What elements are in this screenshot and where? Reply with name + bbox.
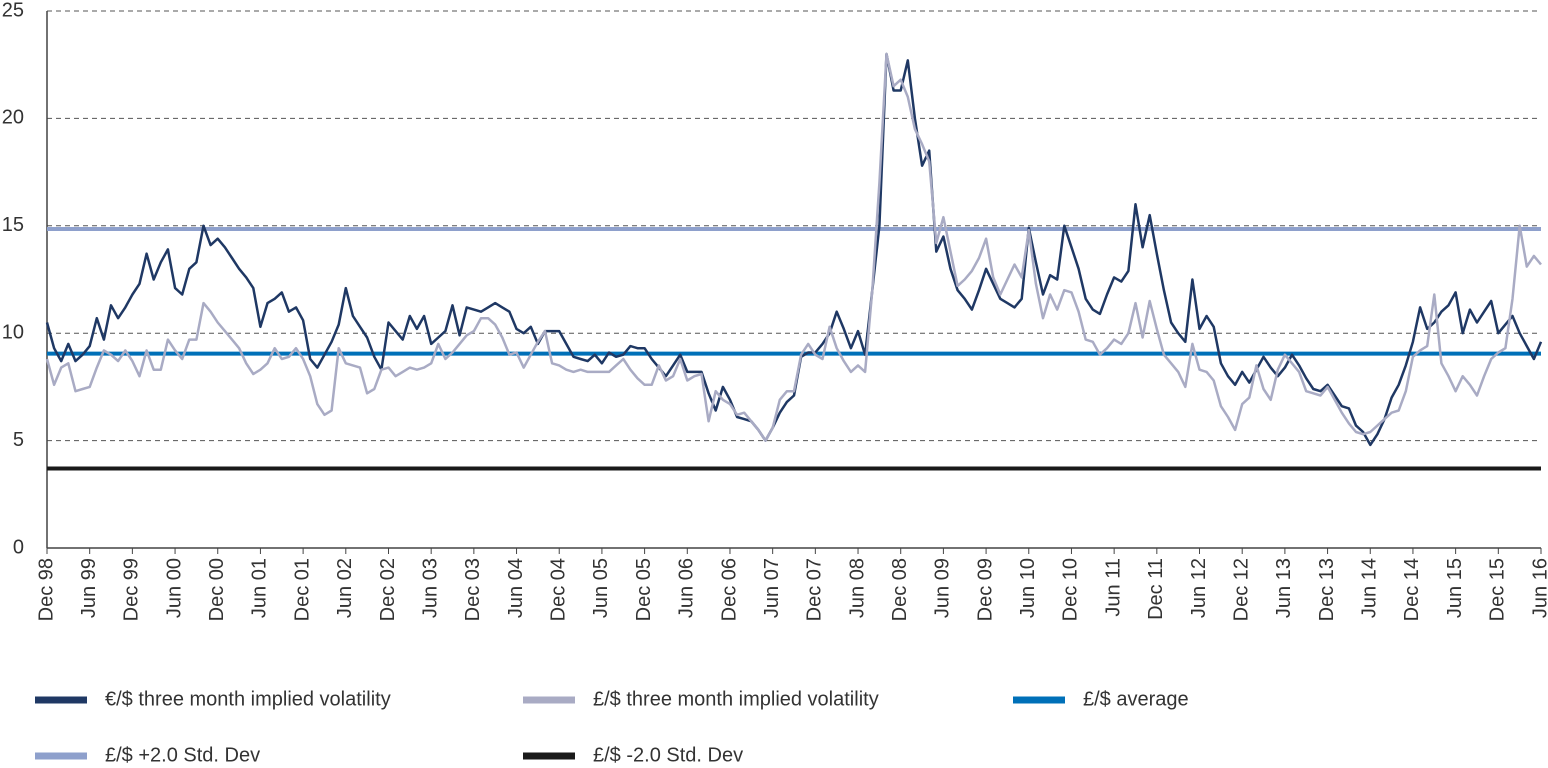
- x-tick-label: Jun 03: [419, 558, 441, 618]
- x-tick-label: Dec 03: [462, 558, 484, 621]
- x-tick-label: Dec 11: [1145, 558, 1167, 620]
- x-tick-label: Jun 16: [1529, 558, 1548, 618]
- x-tick-label: Dec 07: [804, 558, 826, 621]
- x-tick-label: Jun 11: [1102, 558, 1124, 617]
- x-tick-label: Dec 01: [291, 558, 313, 621]
- x-tick-label: Dec 08: [889, 558, 911, 621]
- x-tick-label: Jun 00: [163, 558, 185, 618]
- y-tick-label: 20: [2, 107, 24, 129]
- x-tick-label: Jun 08: [846, 558, 868, 618]
- x-tick-label: Dec 15: [1487, 558, 1509, 621]
- x-tick-label: Jun 14: [1359, 558, 1381, 618]
- legend-label: £/$ +2.0 Std. Dev: [105, 744, 260, 766]
- x-tick-label: Dec 13: [1316, 558, 1338, 621]
- x-tick-label: Dec 09: [974, 558, 996, 621]
- x-tick-label: Jun 04: [505, 558, 527, 618]
- x-tick-label: Jun 07: [761, 558, 783, 618]
- y-tick-label: 25: [2, 0, 24, 21]
- x-tick-label: Jun 09: [932, 558, 954, 618]
- x-tick-label: Dec 04: [548, 558, 570, 621]
- x-tick-label: Jun 06: [676, 558, 698, 618]
- x-tick-label: Dec 99: [121, 558, 143, 621]
- legend-label: €/$ three month implied volatility: [105, 688, 391, 710]
- x-tick-label: Dec 12: [1230, 558, 1252, 621]
- x-tick-label: Jun 05: [590, 558, 612, 618]
- x-tick-label: Dec 98: [35, 558, 57, 621]
- x-tick-label: Dec 10: [1060, 558, 1082, 621]
- legend-label: £/$ -2.0 Std. Dev: [593, 744, 743, 766]
- y-tick-label: 5: [13, 429, 24, 451]
- x-tick-label: Dec 00: [206, 558, 228, 621]
- x-tick-label: Jun 10: [1017, 558, 1039, 618]
- x-tick-label: Dec 02: [377, 558, 399, 621]
- x-tick-label: Dec 06: [718, 558, 740, 621]
- x-tick-label: Jun 12: [1188, 558, 1210, 618]
- legend-label: £/$ three month implied volatility: [593, 688, 879, 710]
- x-tick-label: Jun 15: [1444, 558, 1466, 618]
- x-tick-label: Jun 02: [334, 558, 356, 618]
- x-tick-label: Jun 13: [1273, 558, 1295, 618]
- x-tick-label: Jun 01: [249, 558, 271, 618]
- x-tick-label: Jun 99: [78, 558, 100, 618]
- series-line: [45, 52, 1543, 447]
- series-line: [45, 52, 1542, 442]
- y-tick-label: 15: [2, 214, 24, 236]
- x-tick-label: Dec 05: [633, 558, 655, 621]
- y-tick-label: 0: [13, 536, 24, 558]
- legend-label: £/$ average: [1083, 688, 1189, 710]
- y-tick-label: 10: [2, 321, 24, 343]
- x-tick-label: Dec 14: [1401, 558, 1423, 621]
